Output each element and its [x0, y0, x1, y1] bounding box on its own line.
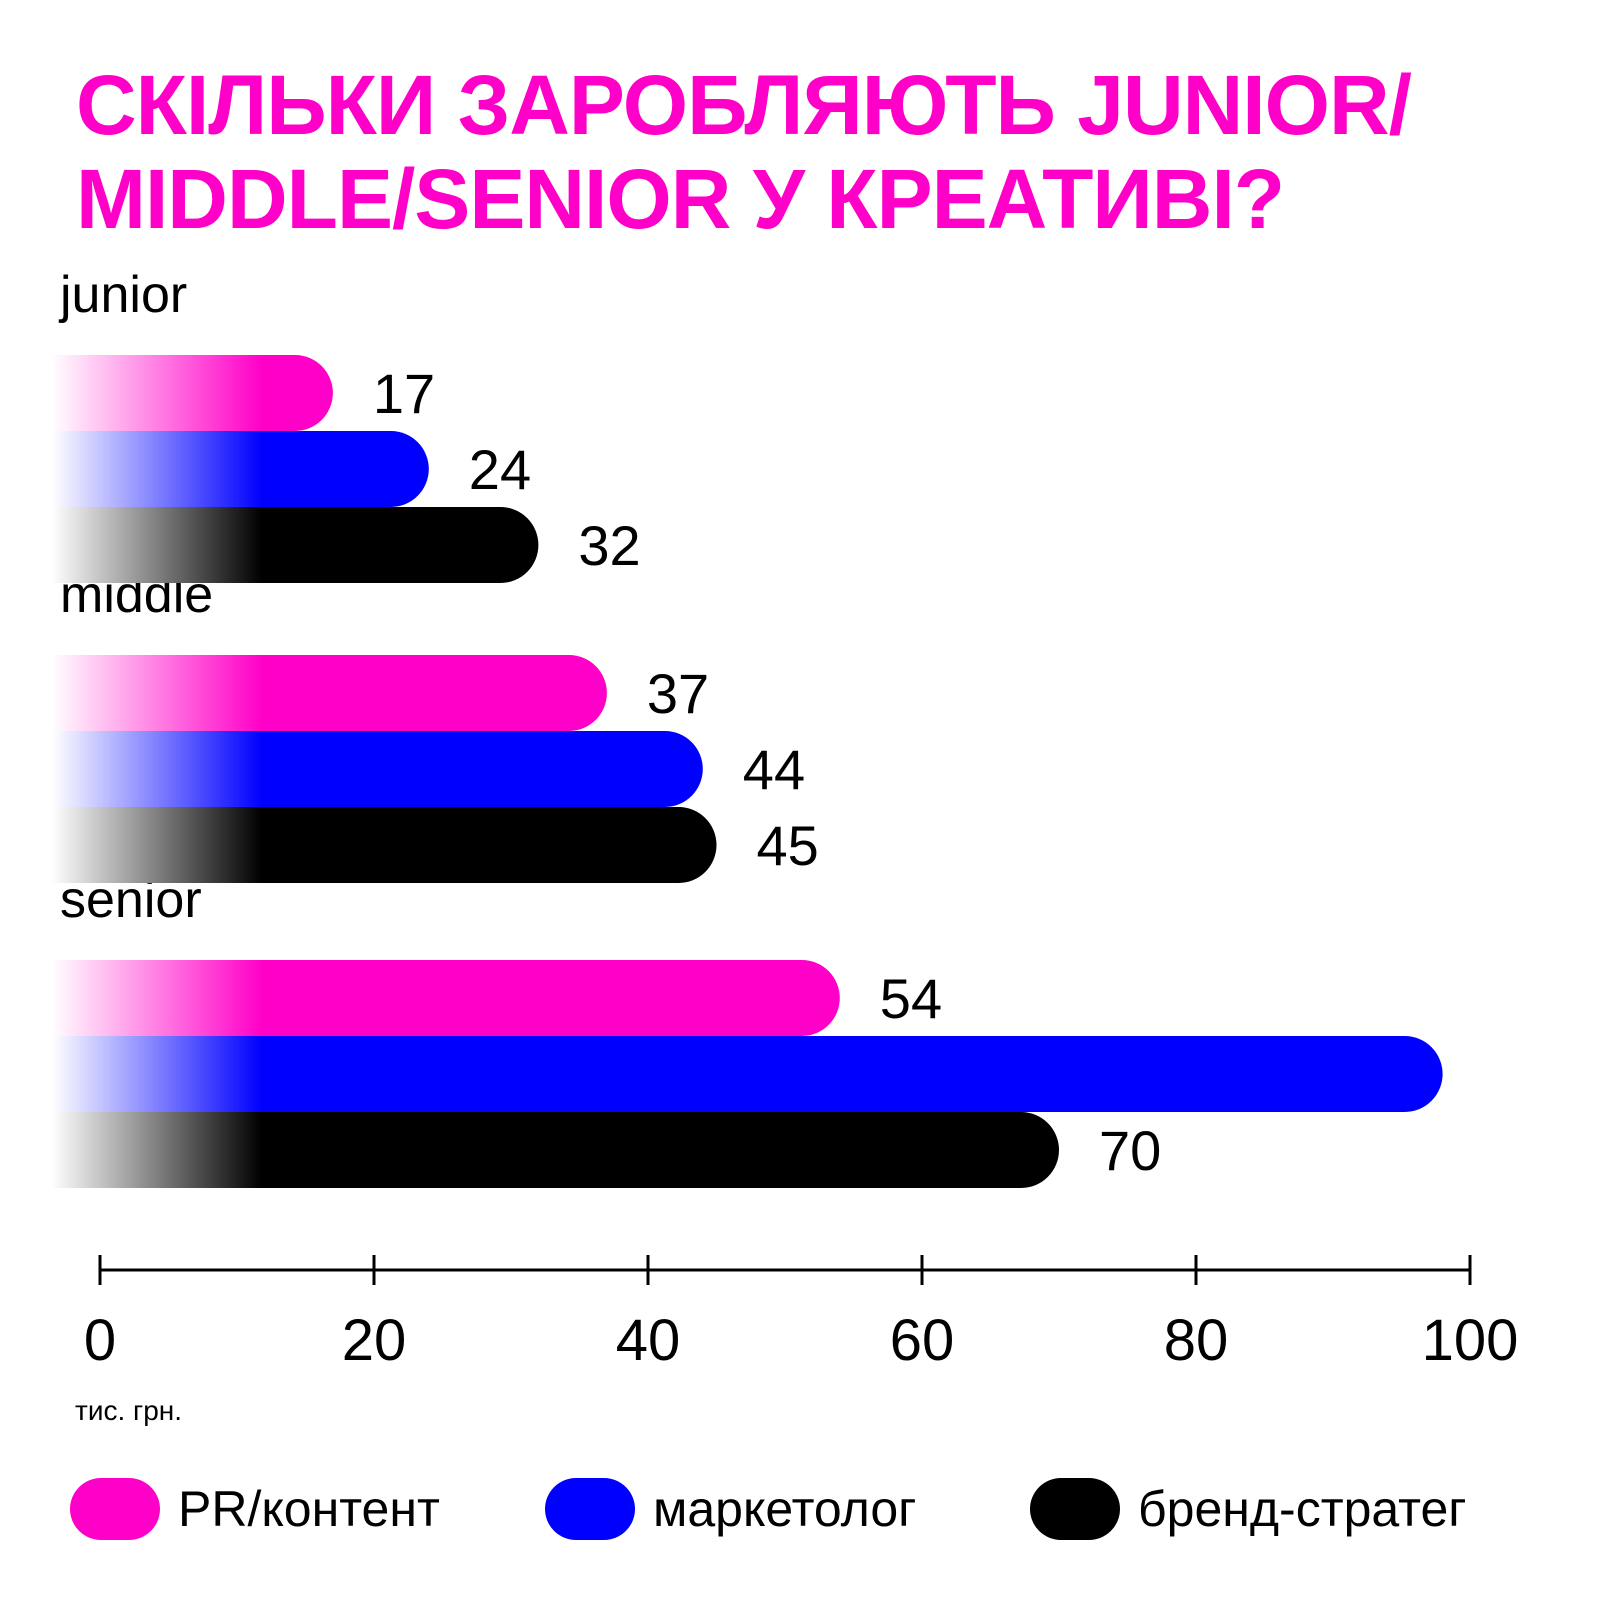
legend-item-pr: PR/контент: [70, 1478, 440, 1540]
x-tick-label-0: 0: [84, 1308, 116, 1373]
legend-label-brand: бренд-стратег: [1138, 1481, 1467, 1537]
x-tick-label-100: 100: [1422, 1308, 1519, 1373]
bar-senior-2: [52, 1112, 1059, 1188]
legend-swatch-brand: [1030, 1478, 1120, 1540]
x-tick-label-40: 40: [616, 1308, 681, 1373]
legend-label-pr: PR/контент: [178, 1481, 440, 1537]
legend-swatch-marketing: [545, 1478, 635, 1540]
bar-senior-1: [52, 1036, 1443, 1112]
x-tick-label-80: 80: [1164, 1308, 1229, 1373]
value-label-junior-0: 17: [373, 362, 435, 425]
bar-fade-overlay-junior: [52, 355, 262, 583]
category-label-junior: junior: [58, 266, 187, 324]
x-tick-label-20: 20: [342, 1308, 407, 1373]
legend-label-marketing: маркетолог: [653, 1481, 917, 1537]
bar-fade-overlay-middle: [52, 655, 262, 883]
bar-fade-overlay-senior: [52, 960, 262, 1188]
value-label-middle-0: 37: [647, 662, 709, 725]
value-label-junior-1: 24: [469, 438, 531, 501]
x-axis: 0 20 40 60 80 100 тис. грн.: [75, 1255, 1518, 1426]
value-label-junior-2: 32: [578, 514, 640, 577]
value-label-senior-0: 54: [880, 967, 942, 1030]
value-label-middle-1: 44: [743, 738, 805, 801]
x-tick-label-60: 60: [890, 1308, 955, 1373]
legend-item-marketing: маркетолог: [545, 1478, 916, 1540]
chart-title: СКІЛЬКИ ЗАРОБЛЯЮТЬ JUNIOR/ MIDDLE/SENIOR…: [76, 58, 1412, 247]
value-label-middle-2: 45: [757, 814, 819, 877]
legend-item-brand: бренд-стратег: [1030, 1478, 1467, 1540]
x-axis-unit-label: тис. грн.: [75, 1395, 182, 1426]
value-label-senior-2: 70: [1099, 1119, 1161, 1182]
legend-swatch-pr: [70, 1478, 160, 1540]
